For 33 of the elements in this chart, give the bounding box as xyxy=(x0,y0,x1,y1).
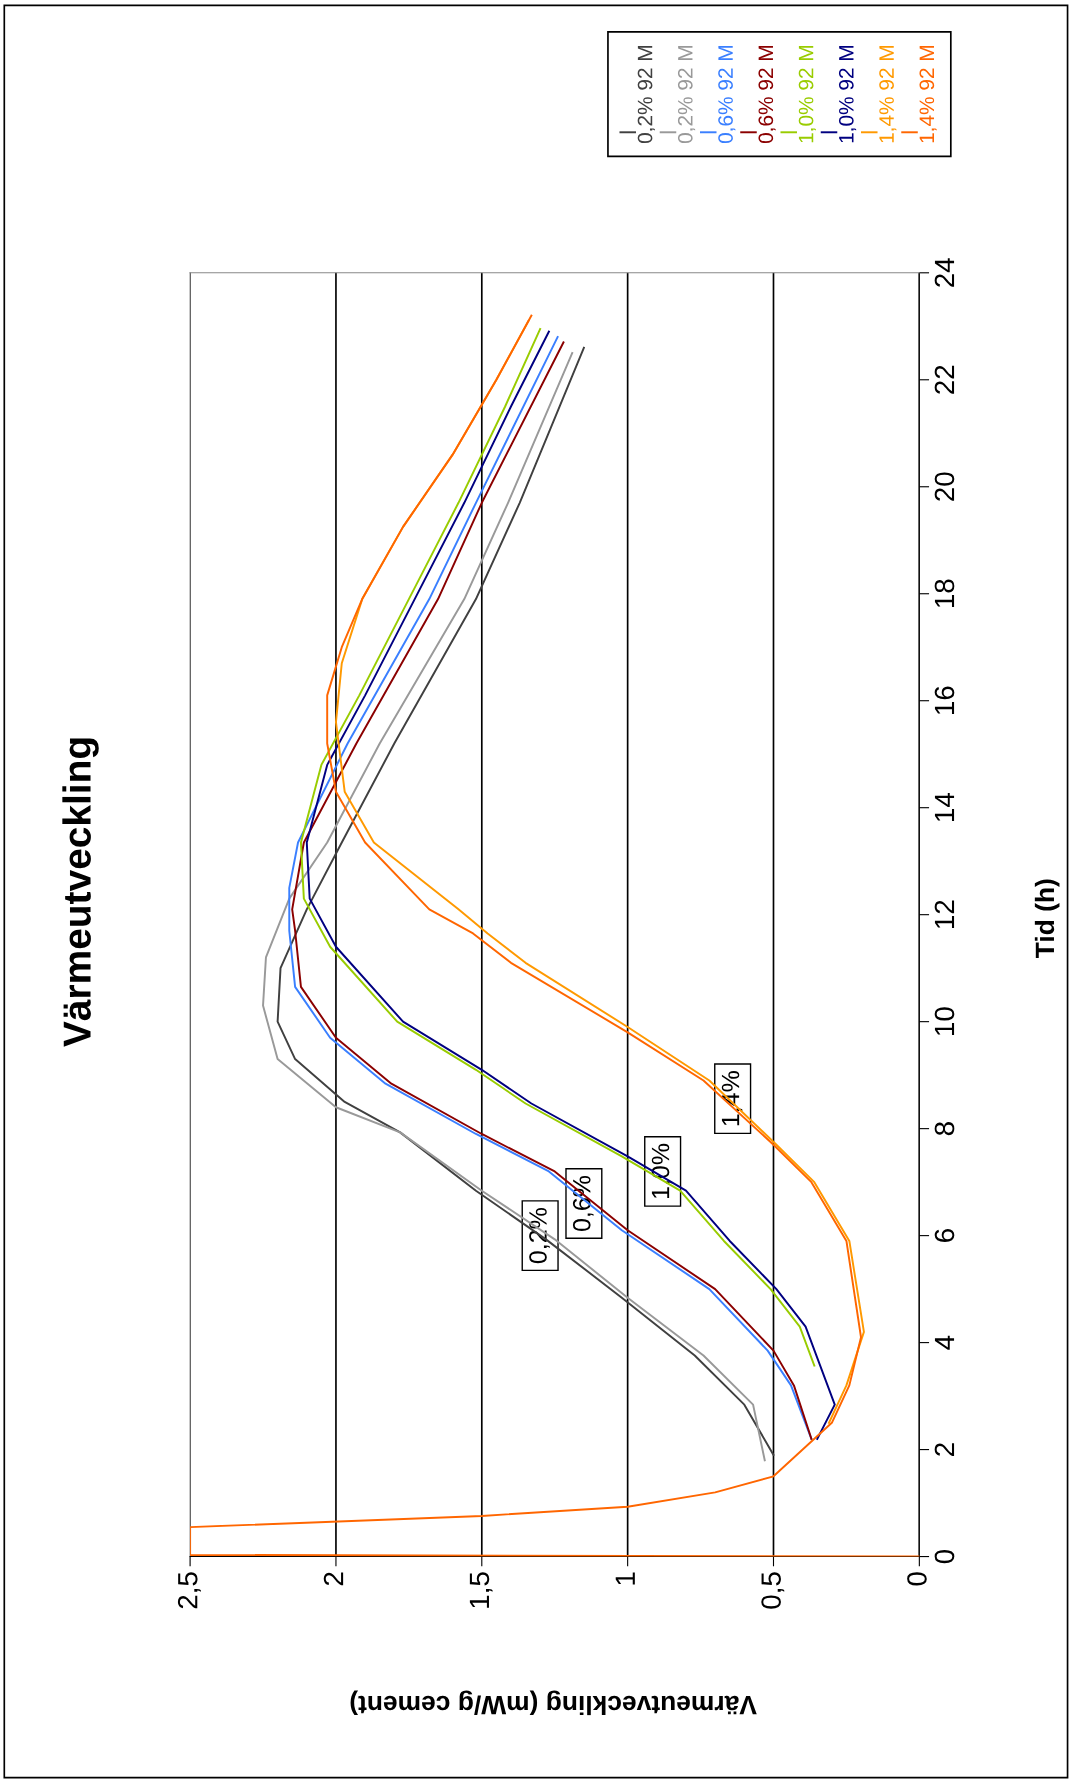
x-tick-label: 1,5 xyxy=(469,1572,493,1608)
y-tick-label: 14 xyxy=(934,793,955,822)
y-tick-label: 22 xyxy=(934,365,955,394)
y-tick-label: 18 xyxy=(934,579,955,608)
y-tick-label: 12 xyxy=(934,900,955,929)
x-tick-label: 0,5 xyxy=(761,1572,785,1609)
text: 0,2% 92 M xyxy=(677,46,696,144)
y-axis-title: Tid (h) xyxy=(1034,879,1060,959)
x-tick-label: 2 xyxy=(323,1572,344,1586)
x-tick-label: 2,5 xyxy=(177,1572,201,1609)
y-tick-label: 10 xyxy=(934,1007,955,1035)
y-tick-label: 0 xyxy=(934,1549,955,1564)
annotation: 0,6% xyxy=(572,1175,594,1232)
text: 1,4% 92 M xyxy=(919,46,937,143)
text: 0,6% 92 M xyxy=(758,46,776,144)
text: 0,2% 92 M xyxy=(637,46,655,144)
y-tick-label: 6 xyxy=(934,1229,955,1242)
x-tick-label: 1 xyxy=(615,1572,635,1585)
text: 0,6% 92 M xyxy=(718,46,736,144)
annotation: 1,4% xyxy=(721,1071,743,1126)
y-tick-label: 4 xyxy=(934,1335,955,1350)
y-tick-label: 8 xyxy=(934,1122,955,1136)
text: 1,0% 92 M xyxy=(798,46,816,143)
annotation: 0,2% xyxy=(529,1208,550,1264)
text: Värmeutveckling xyxy=(62,738,99,1047)
text: 1,0% 92 M xyxy=(838,46,857,143)
y-tick-label: 2 xyxy=(934,1443,955,1456)
y-tick-label: 16 xyxy=(934,686,955,715)
text: 1,4% 92 M xyxy=(879,46,897,143)
y-tick-label: 24 xyxy=(934,258,955,287)
x-tick-label: 0 xyxy=(907,1572,927,1586)
x-axis-title: Värmeutveckling (mW/g cement) xyxy=(350,1690,757,1716)
y-tick-label: 20 xyxy=(934,472,955,501)
